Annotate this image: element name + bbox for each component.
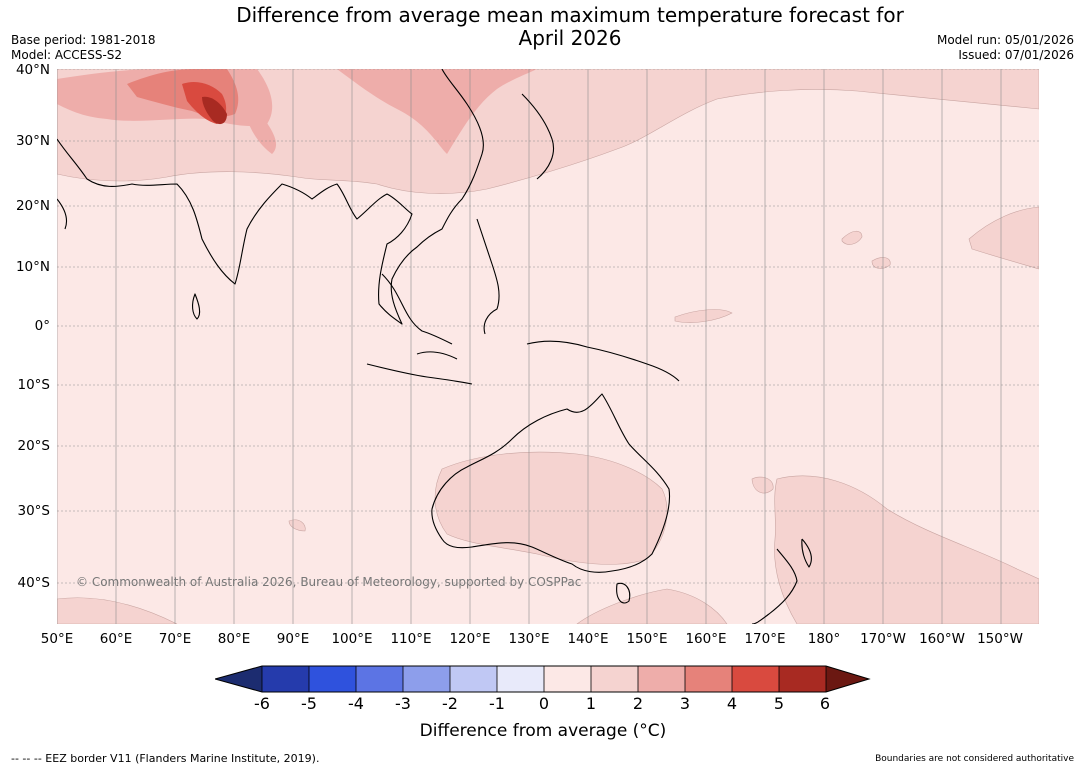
colorbar-tick: 6 bbox=[819, 694, 831, 713]
colorbar-tick: 4 bbox=[726, 694, 738, 713]
colorbar-tick: 1 bbox=[585, 694, 597, 713]
east-pacific-warm-region bbox=[968, 206, 1039, 270]
lon-label: 160°E bbox=[685, 631, 727, 647]
japan-korea-coast bbox=[521, 93, 555, 180]
colorbar-label: Difference from average (°C) bbox=[419, 721, 667, 741]
colorbar-swatch bbox=[262, 666, 309, 692]
pacific-warm-patch-1 bbox=[841, 230, 863, 245]
title-line-2: April 2026 bbox=[518, 26, 622, 50]
colorbar-extend-low bbox=[215, 666, 262, 692]
colorbar-tick: -3 bbox=[395, 694, 411, 713]
china-hot-region bbox=[337, 69, 537, 154]
lat-label: 20°N bbox=[15, 198, 50, 214]
lon-label: 100°E bbox=[331, 631, 373, 647]
philippines-coast bbox=[476, 218, 500, 335]
australia-coast bbox=[431, 393, 671, 573]
colorbar-swatch bbox=[497, 666, 544, 692]
lat-label: 30°N bbox=[15, 133, 50, 149]
asia-mainland-coast bbox=[57, 69, 484, 325]
lon-label: 70°E bbox=[158, 631, 192, 647]
lon-label: 110°E bbox=[390, 631, 432, 647]
coastlines bbox=[57, 69, 812, 624]
colorbar-extend-high bbox=[826, 666, 869, 692]
hottest-core-region bbox=[202, 96, 227, 125]
lon-label: 140°E bbox=[567, 631, 609, 647]
issued-date: Issued: 07/01/2026 bbox=[958, 48, 1074, 62]
colorbar-swatch bbox=[591, 666, 638, 692]
lon-label: 50°E bbox=[40, 631, 74, 647]
model-name: Model: ACCESS-S2 bbox=[11, 48, 123, 62]
indonesia-coast bbox=[366, 351, 473, 385]
colorbar bbox=[215, 665, 871, 693]
title-line-1: Difference from average mean maximum tem… bbox=[236, 3, 904, 27]
lat-label: 10°N bbox=[15, 259, 50, 275]
colorbar-tick: -5 bbox=[301, 694, 317, 713]
colorbar-tick: -2 bbox=[442, 694, 458, 713]
colorbar-swatch bbox=[403, 666, 450, 692]
colorbar-tick: 0 bbox=[538, 694, 550, 713]
lon-label: 150°W bbox=[977, 631, 1023, 647]
lon-label: 120°E bbox=[449, 631, 491, 647]
lon-label: 130°E bbox=[508, 631, 550, 647]
sri-lanka-coast bbox=[192, 293, 201, 320]
lon-label: 180° bbox=[807, 631, 841, 647]
lat-label: 20°S bbox=[17, 438, 51, 454]
lon-label: 80°E bbox=[217, 631, 251, 647]
lat-label: 0° bbox=[34, 318, 50, 334]
anomaly-1-2-regions bbox=[57, 69, 1039, 624]
lat-label: 40°N bbox=[15, 62, 50, 78]
equatorial-warm-patch bbox=[674, 309, 733, 323]
colorbar-swatch bbox=[356, 666, 403, 692]
lat-label: 30°S bbox=[17, 503, 51, 519]
tasmania-coast bbox=[616, 582, 631, 604]
coral-sea-warm-patch bbox=[751, 476, 774, 494]
new-guinea-coast bbox=[526, 340, 680, 382]
eez-border-note: -- -- -- EEZ border V11 (Flanders Marine… bbox=[11, 752, 320, 765]
colorbar-swatch bbox=[544, 666, 591, 692]
lon-label: 170°W bbox=[860, 631, 906, 647]
colorbar-tick: 3 bbox=[679, 694, 691, 713]
colorbar-tick: 5 bbox=[773, 694, 785, 713]
colorbar-dividers bbox=[261, 666, 827, 692]
colorbar-swatch bbox=[309, 666, 356, 692]
colorbar-tick: -1 bbox=[489, 694, 505, 713]
lat-label: 10°S bbox=[17, 377, 51, 393]
colorbar-swatch bbox=[779, 666, 826, 692]
colorbar-tick: 2 bbox=[632, 694, 644, 713]
colorbar-swatch bbox=[450, 666, 497, 692]
nz-tasman-warm-region bbox=[774, 475, 1039, 624]
colorbar-swatch bbox=[638, 666, 685, 692]
new-zealand-coast bbox=[751, 538, 812, 624]
meta-right: Model run: 05/01/2026 Issued: 07/01/2026 bbox=[937, 33, 1074, 63]
boundaries-disclaimer: Boundaries are not considered authoritat… bbox=[875, 754, 1074, 764]
lon-label: 60°E bbox=[99, 631, 133, 647]
meta-left: Base period: 1981-2018 Model: ACCESS-S2 bbox=[11, 33, 156, 63]
colorbar-swatch bbox=[685, 666, 732, 692]
base-period: Base period: 1981-2018 bbox=[11, 33, 156, 47]
graticule bbox=[57, 69, 1039, 624]
anomaly-5-6-regions bbox=[202, 96, 227, 125]
malay-peninsula-coast bbox=[381, 273, 453, 345]
arabia-coast bbox=[57, 198, 68, 230]
lat-label: 40°S bbox=[17, 575, 51, 591]
colorbar-swatch bbox=[732, 666, 779, 692]
himalaya-hot-region bbox=[247, 109, 277, 154]
lon-label: 170°E bbox=[744, 631, 786, 647]
asia-warm-band bbox=[57, 69, 1039, 194]
lon-label: 150°E bbox=[626, 631, 668, 647]
colorbar-tick: -6 bbox=[254, 694, 270, 713]
lon-label: 160°W bbox=[919, 631, 965, 647]
lon-label: 90°E bbox=[276, 631, 310, 647]
copyright-text: © Commonwealth of Australia 2026, Bureau… bbox=[76, 575, 581, 589]
colorbar-tick: -4 bbox=[348, 694, 364, 713]
pacific-warm-patch-2 bbox=[871, 257, 891, 269]
sw-warm-region bbox=[57, 597, 178, 624]
map-title: Difference from average mean maximum tem… bbox=[150, 4, 990, 50]
model-run: Model run: 05/01/2026 bbox=[936, 33, 1074, 47]
temperature-anomaly-map: © Commonwealth of Australia 2026, Bureau… bbox=[57, 69, 1039, 624]
southern-ocean-warm-region bbox=[576, 588, 728, 624]
